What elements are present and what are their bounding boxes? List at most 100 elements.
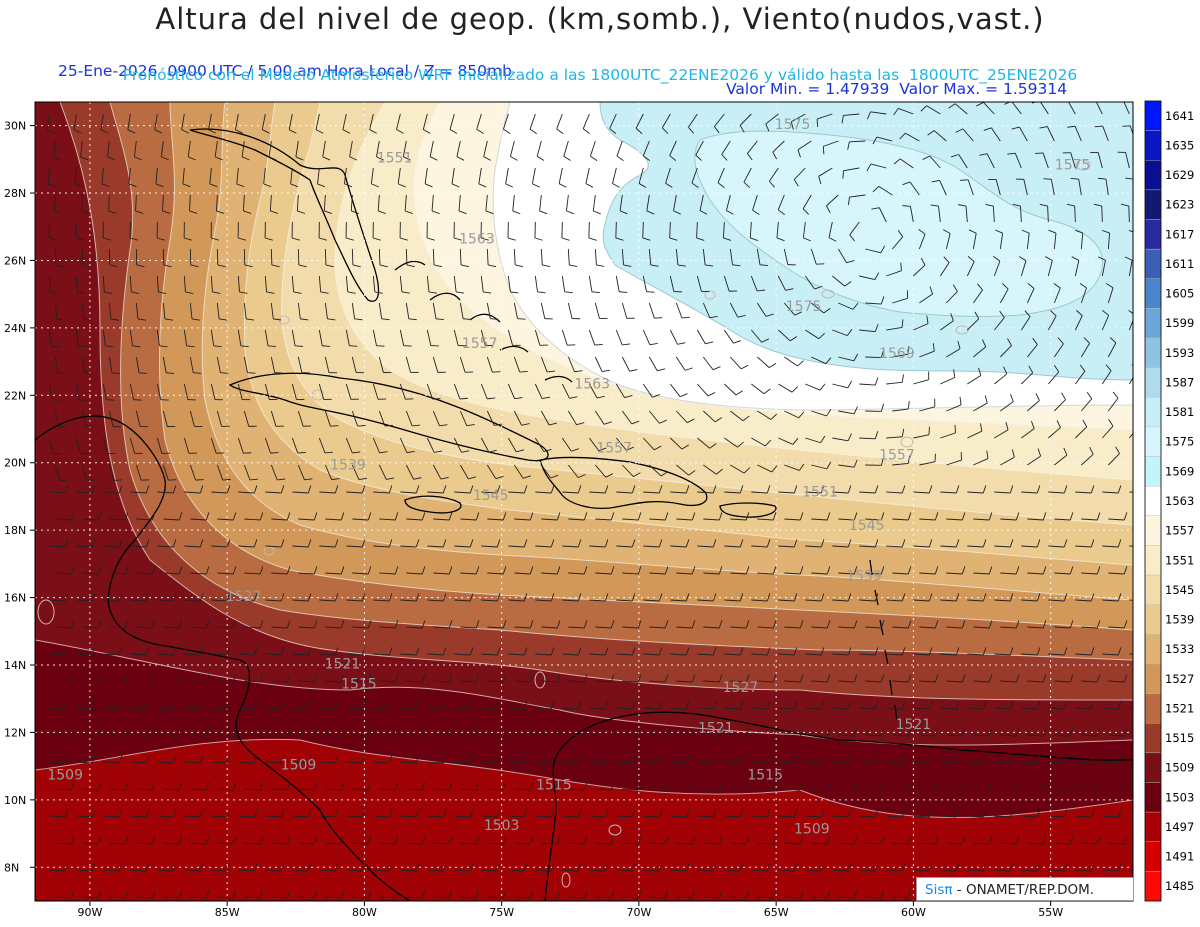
- wind-barb: [102, 221, 111, 241]
- wind-barb: [400, 755, 420, 764]
- wind-barb: [1021, 593, 1041, 602]
- wind-barb: [109, 512, 129, 521]
- wind-barb: [960, 179, 974, 196]
- wind-barb: [449, 113, 458, 134]
- wind-barb: [1129, 545, 1133, 547]
- contour-label: 1503: [484, 818, 520, 834]
- wind-barb: [1000, 512, 1020, 521]
- wind-barb: [82, 782, 102, 791]
- wind-barb: [866, 163, 887, 172]
- legend-swatch: [1144, 130, 1162, 161]
- credit-brand: Sisπ: [925, 882, 953, 898]
- wind-barb: [406, 512, 426, 521]
- wind-barb: [271, 620, 291, 629]
- wind-barb: [697, 539, 717, 548]
- wind-barb: [325, 512, 345, 521]
- wind-barb: [621, 410, 640, 425]
- lat-tick-label: 24N: [4, 322, 26, 335]
- wind-barb: [1021, 863, 1041, 872]
- wind-barb: [298, 674, 318, 683]
- wind-barb: [163, 566, 183, 575]
- wind-barb: [1039, 203, 1049, 223]
- legend-value: 1569: [1165, 464, 1194, 478]
- wind-barb: [649, 566, 669, 575]
- wind-barb: [379, 782, 399, 791]
- wind-barb: [183, 275, 194, 294]
- wind-barb: [427, 701, 447, 710]
- wind-barb: [319, 647, 339, 656]
- wind-barb: [136, 620, 156, 629]
- wind-barb: [1054, 620, 1074, 629]
- wind-barb: [298, 728, 318, 737]
- wind-barb: [562, 809, 582, 818]
- wind-barb: [994, 755, 1014, 764]
- wind-barb: [1102, 593, 1122, 602]
- wind-barb: [129, 275, 140, 294]
- wind-barb: [784, 620, 804, 629]
- wind-barb: [431, 194, 440, 215]
- legend-swatch: [1144, 782, 1162, 813]
- wind-barb: [643, 701, 663, 710]
- legend-swatch: [1144, 426, 1162, 457]
- wind-barb: [487, 890, 507, 899]
- wind-barb: [778, 755, 798, 764]
- wind-barb: [102, 275, 113, 295]
- contour-label: 1527: [723, 680, 759, 696]
- wind-barb: [724, 701, 744, 710]
- wind-barb: [460, 728, 480, 737]
- wind-barb: [399, 383, 414, 400]
- wind-barb: [886, 647, 906, 656]
- wind-barb: [162, 410, 176, 428]
- wind-barb: [892, 890, 912, 899]
- wind-barb: [265, 539, 285, 548]
- wind-barb: [556, 113, 564, 135]
- wind-barb: [263, 167, 272, 188]
- wind-barb: [622, 728, 642, 737]
- wind-barb: [405, 464, 422, 480]
- wind-barb: [460, 566, 480, 575]
- wind-barb: [822, 140, 839, 155]
- wind-barb: [162, 356, 175, 374]
- wind-barb: [784, 674, 804, 683]
- wind-barb: [238, 539, 258, 548]
- legend-swatch: [1144, 871, 1162, 902]
- wind-barb: [217, 890, 237, 899]
- legend-swatch: [1144, 367, 1162, 398]
- wind-barb: [730, 410, 750, 422]
- wind-barb: [661, 113, 671, 134]
- wind-barb: [1093, 203, 1103, 223]
- wind-barb: [913, 863, 933, 872]
- wind-barb: [352, 674, 372, 683]
- wind-barb: [184, 863, 204, 872]
- wind-barb: [994, 485, 1014, 494]
- wind-barb: [54, 194, 63, 214]
- wind-barb: [514, 566, 534, 575]
- wind-barb: [757, 836, 777, 845]
- wind-barb: [243, 410, 257, 427]
- wind-barb: [378, 410, 393, 427]
- wind-barb: [669, 140, 677, 161]
- wind-barb: [210, 383, 223, 401]
- legend-value: 1551: [1165, 553, 1194, 567]
- wind-barb: [646, 194, 655, 215]
- wind-barb: [352, 620, 372, 629]
- wind-barb: [849, 221, 860, 242]
- wind-barb: [562, 701, 582, 710]
- wind-barb: [838, 459, 858, 468]
- wind-barb: [805, 755, 825, 764]
- wind-barb: [244, 674, 264, 683]
- wind-barb: [324, 248, 334, 268]
- coastlines: [35, 128, 1133, 901]
- wind-barb: [1135, 446, 1146, 465]
- wind-barb: [400, 809, 420, 818]
- wind-barb: [784, 728, 804, 737]
- wind-barb: [156, 437, 170, 454]
- wind-barb: [184, 485, 204, 494]
- wind-barb: [208, 113, 216, 134]
- wind-barb: [103, 485, 123, 494]
- wind-barb: [919, 836, 939, 845]
- wind-barb: [270, 356, 283, 374]
- wind-barb: [163, 674, 183, 683]
- legend-swatch: [1144, 308, 1162, 339]
- wind-barb: [1102, 539, 1122, 548]
